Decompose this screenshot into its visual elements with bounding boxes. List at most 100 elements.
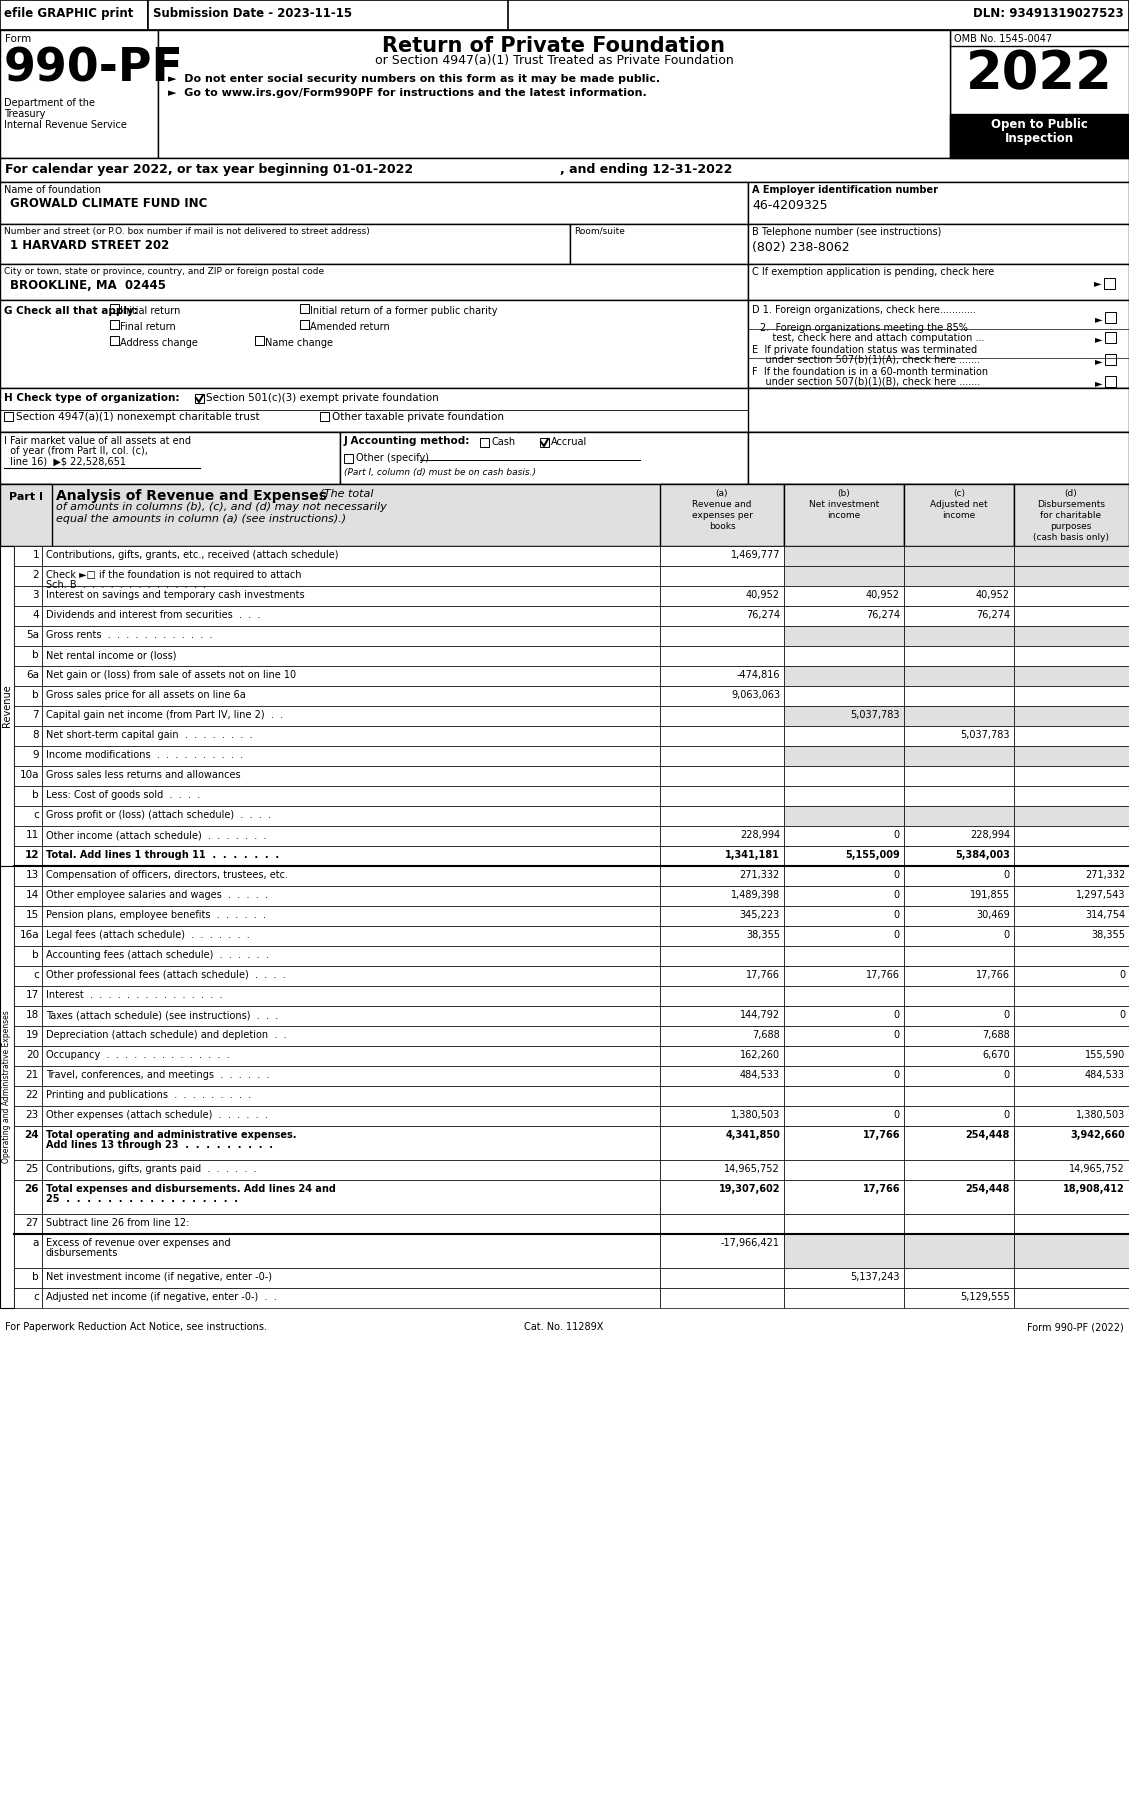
Text: ►  Do not enter social security numbers on this form as it may be made public.: ► Do not enter social security numbers o… bbox=[168, 74, 660, 85]
Text: 0: 0 bbox=[894, 930, 900, 940]
Bar bbox=[42, 1214, 660, 1233]
Text: 2022: 2022 bbox=[965, 49, 1112, 101]
Bar bbox=[1105, 354, 1115, 365]
Text: 17,766: 17,766 bbox=[866, 969, 900, 980]
Text: 314,754: 314,754 bbox=[1085, 910, 1124, 921]
Bar bbox=[1014, 547, 1129, 566]
Bar bbox=[904, 1027, 1014, 1046]
Text: Add lines 13 through 23  .  .  .  .  .  .  .  .  .: Add lines 13 through 23 . . . . . . . . … bbox=[46, 1140, 273, 1151]
Bar bbox=[784, 1066, 904, 1086]
Bar bbox=[42, 645, 660, 665]
Bar bbox=[14, 707, 42, 726]
Bar bbox=[158, 31, 949, 158]
Bar bbox=[784, 665, 904, 687]
Text: 0: 0 bbox=[894, 870, 900, 879]
Bar bbox=[660, 1233, 784, 1268]
Text: Total. Add lines 1 through 11  .  .  .  .  .  .  .: Total. Add lines 1 through 11 . . . . . … bbox=[46, 850, 279, 859]
Text: Total operating and administrative expenses.: Total operating and administrative expen… bbox=[46, 1129, 297, 1140]
Text: of year (from Part II, col. (c),: of year (from Part II, col. (c), bbox=[5, 446, 148, 457]
Bar bbox=[0, 0, 148, 31]
Bar bbox=[14, 566, 42, 586]
Text: Address change: Address change bbox=[120, 338, 198, 349]
Text: 9: 9 bbox=[33, 750, 40, 761]
Bar bbox=[749, 182, 1129, 225]
Text: 19: 19 bbox=[26, 1030, 40, 1039]
Bar bbox=[42, 1046, 660, 1066]
Bar bbox=[660, 966, 784, 985]
Text: 0: 0 bbox=[1119, 1010, 1124, 1019]
Bar bbox=[14, 665, 42, 687]
Text: 76,274: 76,274 bbox=[746, 610, 780, 620]
Bar bbox=[1105, 376, 1115, 387]
Bar bbox=[0, 158, 1129, 182]
Bar bbox=[904, 1268, 1014, 1287]
Text: Analysis of Revenue and Expenses: Analysis of Revenue and Expenses bbox=[56, 489, 327, 503]
Text: Submission Date - 2023-11-15: Submission Date - 2023-11-15 bbox=[154, 7, 352, 20]
Bar bbox=[42, 566, 660, 586]
Text: Gross rents  .  .  .  .  .  .  .  .  .  .  .  .: Gross rents . . . . . . . . . . . . bbox=[46, 629, 212, 640]
Text: 228,994: 228,994 bbox=[970, 831, 1010, 840]
Text: Other (specify): Other (specify) bbox=[356, 453, 429, 464]
Bar bbox=[660, 566, 784, 586]
Bar bbox=[14, 985, 42, 1007]
Text: J Accounting method:: J Accounting method: bbox=[344, 435, 471, 446]
Text: C If exemption application is pending, check here: C If exemption application is pending, c… bbox=[752, 266, 995, 277]
Bar bbox=[784, 1126, 904, 1160]
Bar bbox=[904, 1086, 1014, 1106]
Bar bbox=[904, 1007, 1014, 1027]
Text: 484,533: 484,533 bbox=[1085, 1070, 1124, 1081]
Bar bbox=[784, 906, 904, 926]
Text: , and ending 12-31-2022: , and ending 12-31-2022 bbox=[560, 164, 733, 176]
Text: disbursements: disbursements bbox=[46, 1248, 119, 1259]
Text: 40,952: 40,952 bbox=[866, 590, 900, 601]
Bar bbox=[110, 336, 119, 345]
Text: 0: 0 bbox=[1004, 930, 1010, 940]
Bar bbox=[904, 926, 1014, 946]
Text: D 1. Foreign organizations, check here............: D 1. Foreign organizations, check here..… bbox=[752, 306, 975, 315]
Text: Dividends and interest from securities  .  .  .: Dividends and interest from securities .… bbox=[46, 610, 261, 620]
Bar bbox=[14, 1066, 42, 1086]
Text: 46-4209325: 46-4209325 bbox=[752, 200, 828, 212]
Bar bbox=[660, 746, 784, 766]
Text: 3,942,660: 3,942,660 bbox=[1070, 1129, 1124, 1140]
Text: E  If private foundation status was terminated: E If private foundation status was termi… bbox=[752, 345, 977, 354]
Text: 14,965,752: 14,965,752 bbox=[1069, 1163, 1124, 1174]
Bar bbox=[1104, 279, 1115, 289]
Bar bbox=[660, 847, 784, 867]
Text: under section 507(b)(1)(B), check here .......: under section 507(b)(1)(B), check here .… bbox=[756, 378, 980, 387]
Bar bbox=[0, 547, 14, 867]
Text: Net rental income or (loss): Net rental income or (loss) bbox=[46, 651, 176, 660]
Bar bbox=[42, 985, 660, 1007]
Text: Income modifications  .  .  .  .  .  .  .  .  .  .: Income modifications . . . . . . . . . . bbox=[46, 750, 243, 761]
Bar bbox=[904, 966, 1014, 985]
Bar bbox=[0, 182, 749, 225]
Text: Part I: Part I bbox=[9, 493, 43, 502]
Bar bbox=[1014, 645, 1129, 665]
Text: 76,274: 76,274 bbox=[866, 610, 900, 620]
Bar bbox=[1014, 847, 1129, 867]
Bar bbox=[1014, 886, 1129, 906]
Text: Net short-term capital gain  .  .  .  .  .  .  .  .: Net short-term capital gain . . . . . . … bbox=[46, 730, 253, 741]
Bar bbox=[540, 439, 549, 448]
Bar bbox=[14, 1046, 42, 1066]
Text: Pension plans, employee benefits  .  .  .  .  .  .: Pension plans, employee benefits . . . .… bbox=[46, 910, 266, 921]
Bar bbox=[904, 786, 1014, 806]
Text: 7,688: 7,688 bbox=[752, 1030, 780, 1039]
Text: 14: 14 bbox=[26, 890, 40, 901]
Text: 25: 25 bbox=[26, 1163, 40, 1174]
Bar bbox=[784, 886, 904, 906]
Text: A Employer identification number: A Employer identification number bbox=[752, 185, 938, 194]
Text: 0: 0 bbox=[894, 1030, 900, 1039]
Bar bbox=[660, 586, 784, 606]
Text: 1 HARVARD STREET 202: 1 HARVARD STREET 202 bbox=[10, 239, 169, 252]
Bar bbox=[480, 439, 489, 448]
Bar bbox=[14, 1106, 42, 1126]
Bar bbox=[340, 432, 749, 484]
Bar bbox=[660, 806, 784, 825]
Text: Open to Public: Open to Public bbox=[990, 119, 1087, 131]
Text: 25  .  .  .  .  .  .  .  .  .  .  .  .  .  .  .  .  .: 25 . . . . . . . . . . . . . . . . . bbox=[46, 1194, 238, 1205]
Text: 17,766: 17,766 bbox=[863, 1129, 900, 1140]
Text: 0: 0 bbox=[894, 1109, 900, 1120]
Bar bbox=[660, 926, 784, 946]
Text: 17: 17 bbox=[26, 991, 40, 1000]
